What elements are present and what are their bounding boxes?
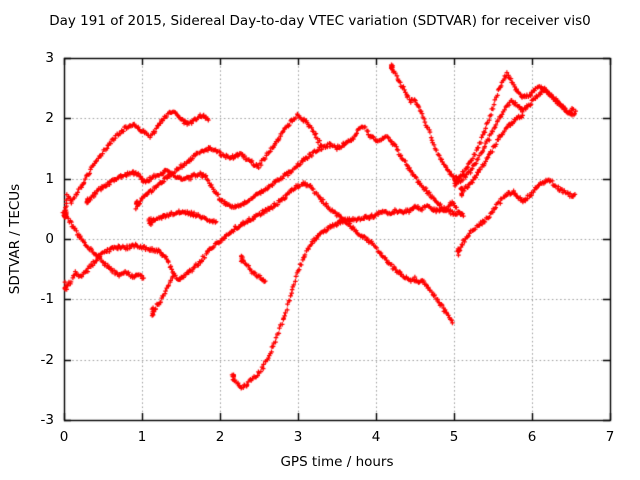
x-tick-label: 4 [371,429,381,445]
y-tick-label: 3 [45,50,54,66]
y-tick-label: 0 [45,231,54,247]
x-tick-label: 5 [449,429,459,445]
x-tick-label: 0 [59,429,69,445]
y-tick-label: -1 [40,291,54,308]
x-tick-label: 3 [293,429,303,445]
y-tick-label: -2 [40,351,54,368]
y-tick-label: 2 [45,110,54,127]
y-tick-label: -3 [40,412,54,428]
x-tick-label: 7 [605,429,615,445]
x-tick-label: 2 [215,429,225,445]
y-tick-label: 1 [45,170,54,187]
x-tick-label: 6 [527,429,537,445]
chart-title: Day 191 of 2015, Sidereal Day-to-day VTE… [49,13,591,29]
x-axis-label: GPS time / hours [280,454,394,470]
x-tick-label: 1 [137,429,147,445]
